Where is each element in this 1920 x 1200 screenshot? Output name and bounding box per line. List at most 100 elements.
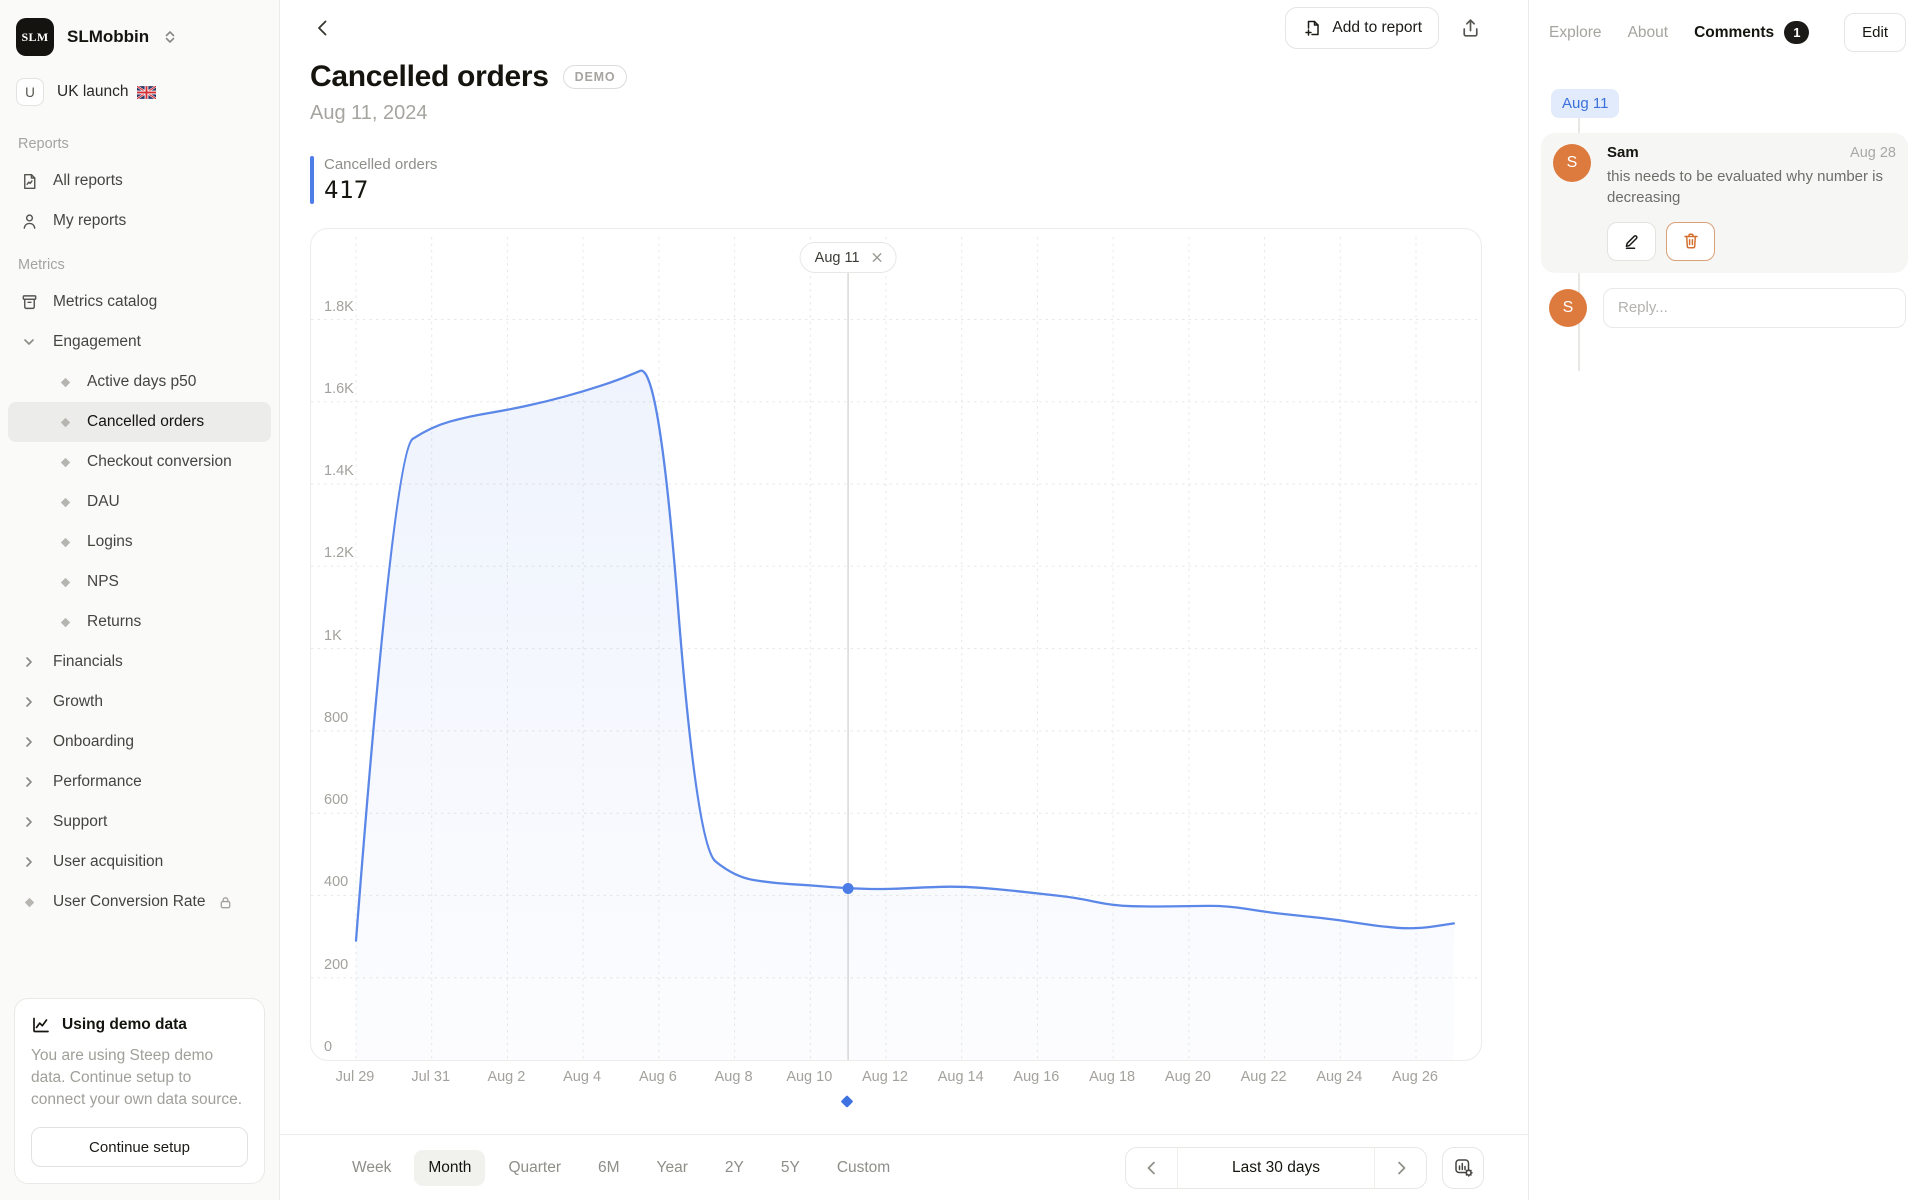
sidebar-item-user-conversion-rate[interactable]: User Conversion Rate xyxy=(8,882,271,922)
selected-date-marker[interactable] xyxy=(840,1095,854,1108)
sidebar: SLM SLMobbin U UK launch Reports All repo… xyxy=(0,0,280,1200)
avatar: S xyxy=(1553,144,1591,182)
sidebar-item-onboarding[interactable]: Onboarding xyxy=(8,722,271,762)
y-axis-label: 800 xyxy=(324,709,349,726)
sidebar-item-nps[interactable]: NPS xyxy=(8,562,271,602)
thread-date-tag[interactable]: Aug 11 xyxy=(1551,89,1620,118)
sidebar-item-my-reports[interactable]: My reports xyxy=(8,201,271,241)
chevron-right-icon xyxy=(18,734,40,750)
panel-tab-about[interactable]: About xyxy=(1627,23,1669,41)
chevron-right-icon xyxy=(18,774,40,790)
close-icon[interactable] xyxy=(871,251,884,264)
chart-date-tag-label: Aug 11 xyxy=(814,249,860,266)
workspace-switcher[interactable]: SLM SLMobbin xyxy=(0,14,279,64)
chart-date-tag[interactable]: Aug 11 xyxy=(799,242,897,273)
date-range-control: Last 30 days xyxy=(1125,1146,1427,1189)
chevron-right-icon xyxy=(18,654,40,670)
period-tab-custom[interactable]: Custom xyxy=(823,1150,904,1186)
share-button[interactable] xyxy=(1459,17,1482,40)
workspace-logo: SLM xyxy=(16,18,54,56)
sidebar-item-performance[interactable]: Performance xyxy=(8,762,271,802)
sidebar-item-all-reports[interactable]: All reports xyxy=(8,161,271,201)
diamond-icon xyxy=(54,495,76,510)
edit-button[interactable]: Edit xyxy=(1844,13,1906,52)
diamond-icon xyxy=(54,575,76,590)
demo-badge: DEMO xyxy=(562,65,628,89)
sidebar-item-metrics-catalog[interactable]: Metrics catalog xyxy=(8,282,271,322)
cancelled-orders-chart[interactable] xyxy=(311,229,1481,1060)
diamond-icon xyxy=(54,415,76,430)
workspace-name: SLMobbin xyxy=(67,27,150,46)
period-tab-2y[interactable]: 2Y xyxy=(711,1150,758,1186)
date-range-label[interactable]: Last 30 days xyxy=(1232,1158,1320,1176)
panel-tab-explore[interactable]: Explore xyxy=(1549,23,1602,41)
sidebar-item-label: Returns xyxy=(87,613,142,630)
comments-count-badge: 1 xyxy=(1784,21,1810,44)
diamond-icon xyxy=(54,375,76,390)
sidebar-item-checkout-conversion[interactable]: Checkout conversion xyxy=(8,442,271,482)
sidebar-item-label: Performance xyxy=(53,773,142,790)
demo-card-body: You are using Steep demo data. Continue … xyxy=(31,1047,243,1108)
comment-author: Sam xyxy=(1607,144,1639,161)
diamond-icon xyxy=(18,895,40,910)
report-icon xyxy=(18,172,40,191)
reply-row: S xyxy=(1541,287,1908,328)
sidebar-item-label: My reports xyxy=(53,212,127,229)
sidebar-item-support[interactable]: Support xyxy=(8,802,271,842)
edit-comment-button[interactable] xyxy=(1607,221,1656,261)
continue-setup-button[interactable]: Continue setup xyxy=(31,1127,248,1167)
sidebar-item-dau[interactable]: DAU xyxy=(8,482,271,522)
x-axis-label: Aug 4 xyxy=(563,1069,602,1085)
previous-range-button[interactable] xyxy=(1126,1147,1178,1188)
panel-tabs: Explore About Comments 1 xyxy=(1549,21,1810,44)
period-tab-quarter[interactable]: Quarter xyxy=(494,1150,575,1186)
sidebar-item-financials[interactable]: Financials xyxy=(8,642,271,682)
chevron-updown-icon xyxy=(162,29,178,45)
board-switcher[interactable]: U UK launch xyxy=(0,68,279,116)
sidebar-item-label: NPS xyxy=(87,573,119,590)
sidebar-item-label: Logins xyxy=(87,533,133,550)
period-tab-5y[interactable]: 5Y xyxy=(767,1150,814,1186)
share-icon xyxy=(1459,17,1482,40)
add-to-report-button[interactable]: Add to report xyxy=(1285,7,1439,49)
period-tab-month[interactable]: Month xyxy=(414,1149,486,1186)
comment-card: S Sam Aug 28 this needs to be evaluated … xyxy=(1541,133,1908,273)
sidebar-item-label: Onboarding xyxy=(53,733,135,750)
y-axis-label: 0 xyxy=(324,1039,333,1055)
period-tab-6m[interactable]: 6M xyxy=(584,1150,634,1186)
reply-input[interactable] xyxy=(1603,287,1906,328)
sidebar-item-label: All reports xyxy=(53,172,123,189)
chevron-left-icon xyxy=(1142,1158,1162,1178)
delete-comment-button[interactable] xyxy=(1666,221,1715,261)
period-tab-year[interactable]: Year xyxy=(643,1150,702,1186)
panel-tab-comments[interactable]: Comments 1 xyxy=(1694,21,1810,44)
chart-panel[interactable]: Aug 11 0 200 400 600 800 1K 1.2K 1.4K 1.6K 1.8K xyxy=(310,228,1482,1061)
next-range-button[interactable] xyxy=(1374,1147,1426,1188)
pencil-icon xyxy=(1622,231,1642,251)
main-content: Add to report Cancelled orders DEMO Aug … xyxy=(280,0,1528,1200)
file-plus-icon xyxy=(1302,18,1322,38)
x-axis-label: Aug 14 xyxy=(937,1069,984,1085)
sidebar-item-label: DAU xyxy=(87,493,120,510)
sidebar-item-label: User Conversion Rate xyxy=(53,893,206,910)
sidebar-item-active-days-p50[interactable]: Active days p50 xyxy=(8,362,271,402)
sidebar-item-returns[interactable]: Returns xyxy=(8,602,271,642)
period-tab-week[interactable]: Week xyxy=(338,1150,405,1186)
sidebar-item-engagement[interactable]: Engagement xyxy=(8,322,271,362)
sidebar-item-growth[interactable]: Growth xyxy=(8,682,271,722)
chart-settings-button[interactable] xyxy=(1442,1146,1484,1189)
sidebar-item-cancelled-orders[interactable]: Cancelled orders xyxy=(8,402,271,442)
back-button[interactable] xyxy=(312,17,334,39)
sidebar-item-user-acquisition[interactable]: User acquisition xyxy=(8,842,271,882)
chevron-left-icon xyxy=(312,17,334,39)
comment-thread: Aug 11 S Sam Aug 28 this needs to be eva… xyxy=(1541,89,1908,371)
y-axis-label: 1.6K xyxy=(324,380,354,397)
y-axis-label: 400 xyxy=(324,874,349,891)
sidebar-item-logins[interactable]: Logins xyxy=(8,522,271,562)
sidebar-item-label: Active days p50 xyxy=(87,373,197,390)
y-axis-label: 1.2K xyxy=(324,545,354,562)
x-axis-label: Jul 31 xyxy=(411,1069,451,1085)
diamond-icon xyxy=(54,535,76,550)
x-axis-label: Aug 24 xyxy=(1316,1069,1363,1085)
